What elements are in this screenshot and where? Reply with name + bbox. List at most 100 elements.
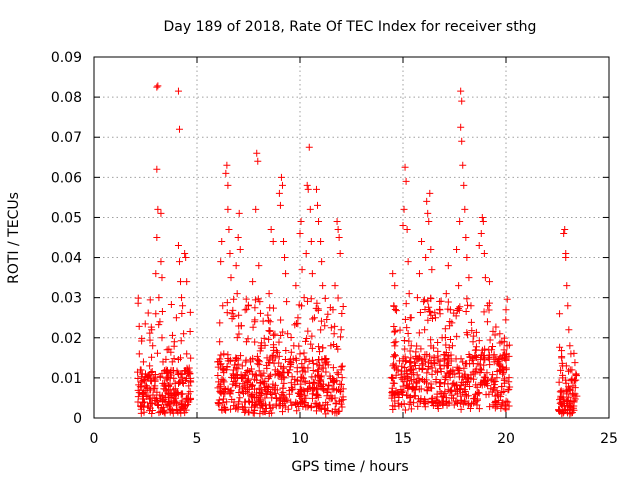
data-point [458, 373, 466, 381]
data-point [153, 165, 161, 173]
data-point [223, 161, 231, 169]
data-point [391, 327, 399, 335]
data-point [174, 242, 182, 250]
data-point [411, 359, 419, 367]
data-point [560, 229, 568, 237]
data-point [567, 350, 575, 358]
data-point [179, 390, 187, 398]
data-point [223, 299, 231, 307]
data-point [183, 350, 191, 358]
data-point [159, 358, 167, 366]
data-point [226, 250, 234, 258]
data-point [298, 302, 306, 310]
data-point [300, 294, 308, 302]
data-point [140, 398, 148, 406]
data-point [279, 408, 287, 416]
data-point [460, 181, 468, 189]
data-point [428, 397, 436, 405]
data-point [264, 316, 272, 324]
data-point [390, 322, 398, 330]
chart-title: Day 189 of 2018, Rate Of TEC Index for r… [164, 19, 537, 35]
data-point [249, 323, 257, 331]
data-point [562, 379, 570, 387]
data-point [495, 396, 503, 404]
data-point [291, 381, 299, 389]
data-point [227, 405, 235, 413]
data-point [471, 370, 479, 378]
data-point [267, 225, 275, 233]
data-point [424, 316, 432, 324]
data-point [242, 407, 250, 415]
data-point [137, 378, 145, 386]
data-point [458, 97, 466, 105]
data-point [303, 181, 311, 189]
data-point [446, 373, 454, 381]
data-point [466, 382, 474, 390]
data-point [474, 389, 482, 397]
data-point [226, 389, 234, 397]
data-point [443, 401, 451, 409]
data-point [335, 234, 343, 241]
data-point [433, 402, 441, 410]
data-point [238, 362, 246, 370]
data-point [565, 393, 573, 401]
data-point [312, 407, 320, 415]
data-point [491, 399, 499, 407]
data-point [230, 374, 238, 382]
data-point [493, 374, 501, 382]
data-point [484, 382, 492, 390]
data-point [479, 352, 487, 360]
data-point [464, 401, 472, 409]
data-point [331, 322, 339, 330]
data-point [570, 377, 578, 385]
data-point [496, 330, 504, 338]
data-point [226, 387, 234, 395]
data-point [442, 394, 450, 402]
data-point [225, 225, 233, 233]
data-point [468, 400, 476, 408]
data-point [293, 407, 301, 415]
data-point [333, 369, 341, 377]
data-point [427, 311, 435, 319]
data-point [233, 371, 241, 379]
data-point [334, 408, 342, 416]
data-point [277, 173, 285, 181]
data-point [490, 351, 498, 359]
data-point [436, 297, 444, 305]
data-point [280, 238, 288, 246]
data-point [253, 376, 261, 384]
data-point [451, 382, 458, 390]
data-point [170, 374, 178, 382]
data-point [162, 394, 170, 402]
data-point [137, 405, 145, 413]
data-point [500, 346, 508, 354]
data-point [457, 396, 465, 404]
data-point [308, 373, 316, 381]
data-point [483, 369, 491, 377]
data-point [332, 400, 340, 408]
data-point [309, 359, 317, 367]
data-point [333, 343, 341, 351]
data-point [423, 387, 431, 395]
data-point [314, 201, 322, 209]
data-point [259, 378, 267, 386]
data-point [255, 262, 263, 270]
data-point [233, 379, 241, 387]
data-point [420, 377, 428, 385]
data-point [236, 246, 244, 254]
data-point [310, 314, 318, 322]
data-point [301, 368, 309, 376]
data-point [472, 346, 480, 354]
data-point [457, 405, 465, 413]
data-point [167, 300, 175, 308]
data-point [308, 332, 316, 340]
data-point [148, 367, 156, 375]
data-point [253, 149, 261, 157]
data-point [505, 374, 513, 382]
data-point [305, 379, 313, 387]
data-point [179, 379, 187, 387]
data-point [564, 398, 572, 406]
data-point [556, 343, 564, 351]
data-point [559, 374, 567, 382]
data-point [269, 238, 277, 246]
